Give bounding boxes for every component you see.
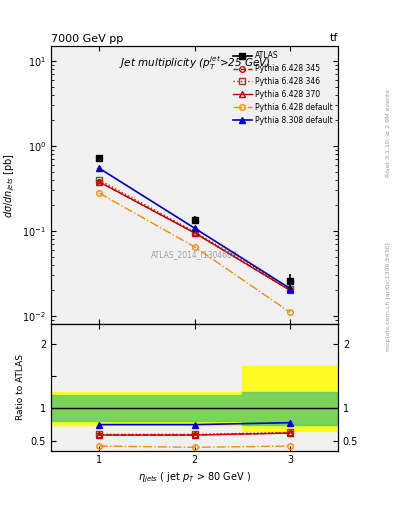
- Text: Jet multiplicity ($p_T^{jet}$>25 GeV): Jet multiplicity ($p_T^{jet}$>25 GeV): [119, 54, 270, 72]
- Text: Rivet 3.1.10; ≥ 2.9M events: Rivet 3.1.10; ≥ 2.9M events: [386, 89, 391, 177]
- Text: tf: tf: [330, 33, 338, 44]
- Text: 7000 GeV pp: 7000 GeV pp: [51, 34, 123, 44]
- Y-axis label: $d\sigma/dn_{jets}$ [pb]: $d\sigma/dn_{jets}$ [pb]: [2, 153, 17, 218]
- Y-axis label: Ratio to ATLAS: Ratio to ATLAS: [16, 354, 25, 420]
- Legend: ATLAS, Pythia 6.428 345, Pythia 6.428 346, Pythia 6.428 370, Pythia 6.428 defaul: ATLAS, Pythia 6.428 345, Pythia 6.428 34…: [231, 50, 334, 126]
- Text: ATLAS_2014_I1304688: ATLAS_2014_I1304688: [151, 250, 238, 259]
- Text: mcplots.cern.ch [arXiv:1306.3436]: mcplots.cern.ch [arXiv:1306.3436]: [386, 243, 391, 351]
- X-axis label: $\eta_{jets}$ ( jet $p_T$ > 80 GeV ): $\eta_{jets}$ ( jet $p_T$ > 80 GeV ): [138, 471, 251, 485]
